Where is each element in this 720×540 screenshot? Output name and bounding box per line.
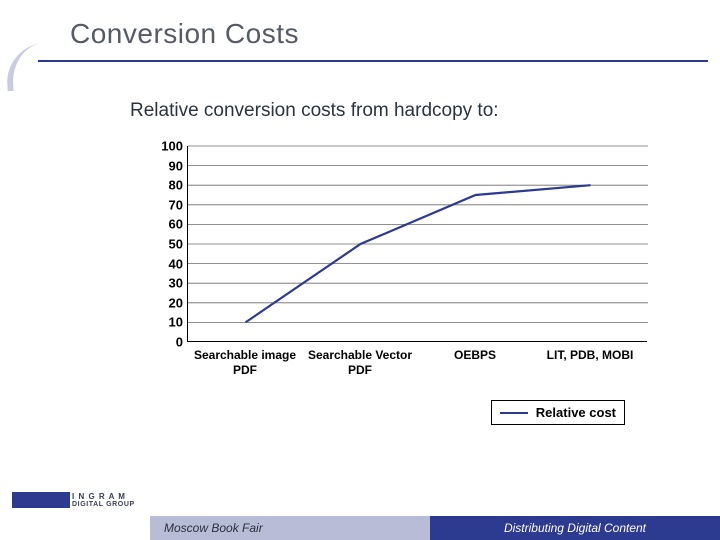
footer-left-text: Moscow Book Fair (164, 521, 263, 535)
slide-root: Conversion Costs Relative conversion cos… (0, 0, 720, 540)
footer-bar: Moscow Book Fair Distributing Digital Co… (0, 516, 720, 540)
x-tick-label: LIT, PDB, MOBI (533, 348, 648, 363)
y-tick-label: 30 (135, 276, 183, 291)
y-tick-label: 0 (135, 335, 183, 350)
y-tick-label: 60 (135, 217, 183, 232)
y-tick-label: 80 (135, 178, 183, 193)
logo-text-lower: DIGITAL GROUP (72, 501, 135, 508)
plot-area (187, 146, 647, 342)
y-tick-label: 50 (135, 237, 183, 252)
y-tick-label: 40 (135, 256, 183, 271)
brand-logo: I N G R A M DIGITAL GROUP (12, 486, 142, 514)
y-tick-label: 100 (135, 139, 183, 154)
page-title: Conversion Costs (70, 18, 700, 50)
logo-text-upper: I N G R A M (72, 493, 135, 501)
legend-swatch (500, 412, 528, 414)
title-underline (38, 60, 708, 62)
chart-svg (188, 146, 648, 342)
footer-right: Distributing Digital Content (430, 516, 720, 540)
x-tick-label: OEBPS (418, 348, 533, 363)
series-line (246, 185, 591, 322)
y-tick-label: 10 (135, 315, 183, 330)
y-tick-label: 20 (135, 295, 183, 310)
footer-right-text: Distributing Digital Content (504, 521, 646, 535)
y-tick-label: 70 (135, 197, 183, 212)
decorative-arc (4, 43, 47, 92)
x-tick-label: Searchable Vector PDF (303, 348, 418, 378)
chart-legend: Relative cost (491, 400, 625, 425)
y-tick-label: 90 (135, 158, 183, 173)
subtitle-text: Relative conversion costs from hardcopy … (130, 100, 499, 122)
title-wrap: Conversion Costs (70, 18, 700, 50)
conversion-cost-chart: 0 10 20 30 40 50 60 70 80 90 100 Searchable image … (135, 138, 655, 438)
footer-left: Moscow Book Fair (150, 516, 430, 540)
legend-label: Relative cost (536, 405, 616, 420)
x-tick-label: Searchable image PDF (188, 348, 303, 378)
logo-mark (12, 492, 70, 508)
